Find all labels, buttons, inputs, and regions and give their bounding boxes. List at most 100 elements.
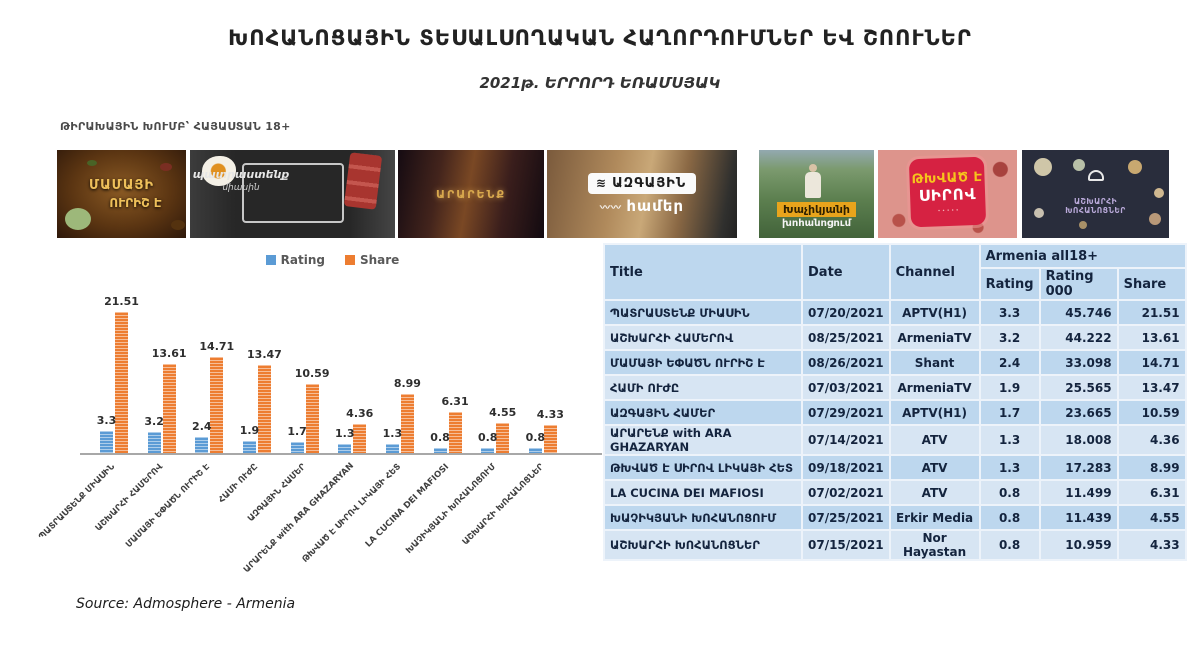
cell-title: ԱՇԽԱՐՀԻ ԽՈՀԱՆՈՑՆԵՐ <box>603 529 803 561</box>
tkhvats-e-sirov-caption: ԹԽՎԱԾ Է ՍԻՐՈՎ <box>908 156 987 228</box>
cell-channel: ArmeniaTV <box>888 374 981 401</box>
cell-share: 14.71 <box>1116 349 1187 376</box>
table-row: ԱՐԱՐԵՆՔ with ARA GHAZARYAN 07/14/2021 ATV 1… <box>603 424 1187 456</box>
rating-value-label: 3.2 <box>144 415 164 429</box>
cell-rating: 1.7 <box>978 399 1041 426</box>
legend-item-rating: Rating <box>265 253 325 267</box>
cell-rating: 1.3 <box>978 454 1041 481</box>
patrastenq-miasin-caption-line-2: միասին <box>222 182 260 193</box>
khachikyani-khohanocum-artwork <box>805 164 821 198</box>
ashkharhi-khohanocner-caption-line-2: ԽՈՀԱՆՈՑՆԵՐ <box>1065 206 1126 215</box>
cell-rating: 3.3 <box>978 299 1041 326</box>
rating-legend-label: Rating <box>280 253 325 267</box>
bar-plot-area: 3.3 21.51 ՊԱՏՐԱՍՏԵՆՔ ՄԻԱՍԻՆ 3.2 13.61 ԱՇԽԱՐՀԻ… <box>37 250 605 590</box>
khachikyani-khohanocum-caption: Խաչիկյանի խոհանոցում <box>759 150 874 238</box>
target-audience-note: ԹԻՐԱԽԱՅԻՆ ԽՈՒՄԲ՝ ՀԱՅԱՍՏԱՆ 18+ <box>60 120 291 133</box>
share-legend-label: Share <box>359 253 400 267</box>
share-value-label: 6.31 <box>441 394 469 408</box>
share-value-label: 21.51 <box>104 295 139 309</box>
source-note: Source: Admosphere - Armenia <box>76 596 296 612</box>
table-row: ԹԽՎԱԾ Է ՍԻՐՈՎ ԼԻԿԱՅԻ ՀԵՏ 09/18/2021 ATV 1.3… <box>603 454 1187 481</box>
cell-title: ԹԽՎԱԾ Է ՍԻՐՈՎ ԼԻԿԱՅԻ ՀԵՏ <box>603 454 803 481</box>
rating-bar <box>195 437 209 453</box>
cell-rating000: 18.008 <box>1038 424 1119 456</box>
col-group-header-armenia: Armenia all18+ <box>978 243 1187 269</box>
cell-title: ԱԶԳԱՅԻՆ ՀԱՄԵՐ <box>603 399 803 426</box>
cell-rating: 0.8 <box>978 529 1041 561</box>
cell-date: 07/02/2021 <box>801 479 891 506</box>
tkhvats-e-sirov-caption-line-2: ՍԻՐՈՎ <box>918 184 977 205</box>
cell-channel: ATV <box>888 454 981 481</box>
share-bar <box>305 383 319 453</box>
share-bar <box>210 356 224 453</box>
ararenq-caption-line-1: ԱՐԱՐԵՆՔ <box>435 187 507 201</box>
thumbnail-tkhvats-e-sirov: ԹԽՎԱԾ Է ՍԻՐՈՎ <box>878 150 1017 238</box>
col-header-date: Date <box>801 243 891 301</box>
cell-rating000: 23.665 <box>1038 399 1119 426</box>
col-header-share: Share <box>1116 267 1187 301</box>
share-bar <box>162 363 176 453</box>
table-row: ԽԱՉԻԿՅԱՆԻ ԽՈՀԱՆՈՑՈՒՄ 07/25/2021 Erkir Medi… <box>603 504 1187 531</box>
share-value-label: 13.47 <box>247 347 282 361</box>
rating-value-label: 1.3 <box>382 427 403 441</box>
khachikyani-khohanocum-caption-line-2: խոհանոցում <box>781 218 851 229</box>
col-header-channel: Channel <box>888 243 981 301</box>
cell-channel: Erkir Media <box>888 504 981 531</box>
cell-rating: 3.2 <box>978 324 1041 351</box>
cell-channel: Nor Hayastan <box>888 529 981 561</box>
rating-value-label: 3.3 <box>96 414 117 428</box>
share-bar <box>448 411 462 453</box>
thumbnail-azgayin-hamer: ԱԶԳԱՅԻՆ համեր <box>547 150 737 238</box>
rating-value-label: 0.8 <box>477 430 498 444</box>
col-header-rating: Rating <box>978 267 1041 301</box>
mamayi-urish-e-caption-line-2: ՈՒՐԻՇ Է <box>109 196 162 210</box>
ararenq-caption: ԱՐԱՐԵՆՔ <box>398 150 544 238</box>
table-row: ԱԶԳԱՅԻՆ ՀԱՄԵՐ 07/29/2021 APTV(H1) 1.7 23.665… <box>603 399 1187 426</box>
rating-value-label: 1.9 <box>239 423 260 437</box>
rating-bar <box>433 447 447 453</box>
rating-bar <box>147 432 161 453</box>
share-bar <box>115 312 128 453</box>
share-bar <box>400 394 414 453</box>
share-bar <box>543 424 557 453</box>
cell-rating000: 11.499 <box>1038 479 1119 506</box>
cell-title: ՄԱՄԱՅԻ ԵՓԱԾՆ ՈՒՐԻՇ Է <box>603 349 803 376</box>
cell-share: 21.51 <box>1116 299 1187 326</box>
rating-bar <box>100 431 113 453</box>
col-header-title: Title <box>603 243 803 301</box>
rating-share-chart: Rating Share 3.3 21.51 ՊԱՏՐԱՍՏԵՆՔ ՄԻԱՍԻՆ 3.… <box>37 250 605 590</box>
cell-rating: 1.3 <box>978 424 1041 456</box>
share-legend-swatch <box>344 255 355 265</box>
rating-value-label: 0.8 <box>525 430 546 444</box>
cell-share: 13.47 <box>1116 374 1187 401</box>
cell-share: 6.31 <box>1116 479 1187 506</box>
thumbnail-ararenq: ԱՐԱՐԵՆՔ <box>398 150 544 238</box>
cell-share: 4.33 <box>1116 529 1187 561</box>
mamayi-urish-e-caption: ՄԱՄԱՅԻ ՈՒՐԻՇ Է <box>57 150 186 238</box>
cell-channel: ATV <box>888 479 981 506</box>
rating-bar <box>481 447 495 453</box>
cell-channel: ATV <box>888 424 981 456</box>
chart-legend: Rating Share <box>60 253 605 267</box>
cell-title: ԽԱՉԻԿՅԱՆԻ ԽՈՀԱՆՈՑՈՒՄ <box>603 504 803 531</box>
cell-date: 07/20/2021 <box>801 299 891 326</box>
rating-value-label: 0.8 <box>430 430 450 444</box>
share-value-label: 13.61 <box>151 346 187 360</box>
share-value-label: 10.59 <box>294 366 330 380</box>
cell-rating000: 25.565 <box>1038 374 1119 401</box>
rating-legend-swatch <box>265 255 276 265</box>
thumbnail-patrastenq-miasin: պատրաստենք միասին <box>190 150 395 238</box>
azgayin-hamer-caption: ԱԶԳԱՅԻՆ համեր <box>547 150 737 238</box>
cell-date: 07/03/2021 <box>801 374 891 401</box>
share-bar <box>353 424 367 453</box>
rating-bar <box>385 444 399 453</box>
table-row: ՄԱՄԱՅԻ ԵՓԱԾՆ ՈՒՐԻՇ Է 08/26/2021 Shant 2.4 33… <box>603 349 1187 376</box>
rating-bar <box>290 441 304 453</box>
ratings-table: Title Date Channel Armenia all18+ Rating… <box>603 243 1187 561</box>
share-value-label: 14.71 <box>199 339 235 353</box>
cell-date: 07/29/2021 <box>801 399 891 426</box>
cell-share: 13.61 <box>1116 324 1187 351</box>
cell-rating000: 33.098 <box>1038 349 1119 376</box>
